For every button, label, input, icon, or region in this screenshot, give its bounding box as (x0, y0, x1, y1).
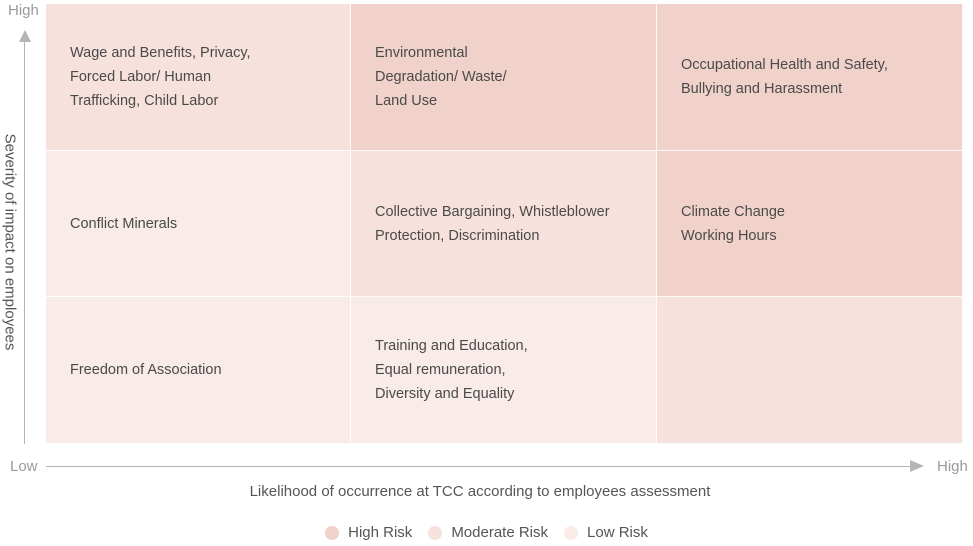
legend-item-high-risk: High Risk (325, 524, 412, 541)
risk-matrix: Wage and Benefits, Privacy, Forced Labor… (46, 4, 963, 444)
cell-text: Training and Education, Equal remunerati… (375, 338, 528, 402)
legend-swatch-high (325, 525, 340, 540)
matrix-cell-r2c2: Collective Bargaining, Whistleblower Pro… (351, 151, 657, 297)
cell-text: Wage and Benefits, Privacy, Forced Labor… (70, 45, 251, 109)
legend-swatch-low (564, 525, 579, 540)
matrix-cell-r1c3: Occupational Health and Safety, Bullying… (657, 4, 963, 151)
legend-label: Low Risk (587, 524, 648, 541)
cell-text: Environmental Degradation/ Waste/ Land U… (375, 45, 507, 109)
matrix-cell-r3c3 (657, 297, 963, 444)
matrix-cell-r2c1: Conflict Minerals (46, 151, 351, 297)
y-axis-line (24, 34, 25, 444)
cell-text: Conflict Minerals (70, 215, 178, 232)
matrix-cell-r1c2: Environmental Degradation/ Waste/ Land U… (351, 4, 657, 151)
legend-label: Moderate Risk (451, 524, 549, 541)
legend-swatch-moderate (428, 525, 443, 540)
x-axis-low-label: Low (10, 458, 38, 475)
matrix-cell-r3c1: Freedom of Association (46, 297, 351, 444)
x-axis-line (46, 466, 912, 467)
x-axis-arrow-icon (910, 460, 924, 472)
legend-item-low-risk: Low Risk (564, 524, 648, 541)
legend-item-moderate-risk: Moderate Risk (428, 524, 548, 541)
x-axis-title: Likelihood of occurrence at TCC accordin… (249, 483, 711, 500)
cell-text: Climate Change Working Hours (681, 203, 785, 244)
y-axis-title: Severity of impact on employees (1, 133, 19, 351)
legend: High Risk Moderate Risk Low Risk (0, 524, 973, 541)
matrix-cell-r1c1: Wage and Benefits, Privacy, Forced Labor… (46, 4, 351, 151)
matrix-cell-r3c2: Training and Education, Equal remunerati… (351, 297, 657, 444)
y-axis-high-label: High (8, 2, 39, 19)
legend-label: High Risk (348, 524, 413, 541)
cell-text: Occupational Health and Safety, Bullying… (681, 57, 888, 97)
x-axis-high-label: High (937, 458, 968, 475)
cell-text: Collective Bargaining, Whistleblower Pro… (375, 203, 610, 244)
y-axis-arrow-icon (19, 30, 31, 42)
cell-text: Freedom of Association (70, 362, 222, 378)
matrix-cell-r2c3: Climate Change Working Hours (657, 151, 963, 297)
